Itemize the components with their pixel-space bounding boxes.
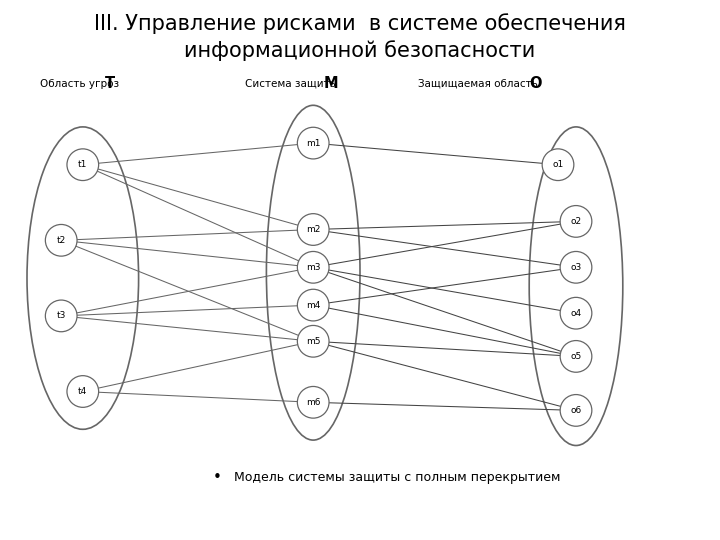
Ellipse shape <box>542 149 574 180</box>
Ellipse shape <box>560 298 592 329</box>
Text: o4: o4 <box>570 309 582 318</box>
Text: m4: m4 <box>306 301 320 309</box>
Text: t3: t3 <box>56 312 66 320</box>
Text: o5: o5 <box>570 352 582 361</box>
Ellipse shape <box>67 376 99 407</box>
Text: m3: m3 <box>306 263 320 272</box>
Text: Модель системы защиты с полным перекрытием: Модель системы защиты с полным перекрыти… <box>234 471 560 484</box>
Ellipse shape <box>45 225 77 256</box>
Text: информационной безопасности: информационной безопасности <box>184 40 536 62</box>
Text: m1: m1 <box>306 139 320 147</box>
Text: M: M <box>324 76 338 91</box>
Ellipse shape <box>560 341 592 372</box>
Ellipse shape <box>297 289 329 321</box>
Ellipse shape <box>67 149 99 180</box>
Text: T: T <box>104 76 114 91</box>
Text: III. Управление рисками  в системе обеспечения: III. Управление рисками в системе обеспе… <box>94 14 626 35</box>
Ellipse shape <box>297 127 329 159</box>
Text: m6: m6 <box>306 398 320 407</box>
Text: t2: t2 <box>57 236 66 245</box>
Text: O: O <box>529 76 541 91</box>
Ellipse shape <box>297 214 329 245</box>
Ellipse shape <box>560 252 592 283</box>
Ellipse shape <box>297 387 329 418</box>
Ellipse shape <box>45 300 77 332</box>
Ellipse shape <box>297 252 329 283</box>
Text: m2: m2 <box>306 225 320 234</box>
Text: o6: o6 <box>570 406 582 415</box>
Ellipse shape <box>297 326 329 357</box>
Text: o2: o2 <box>570 217 582 226</box>
Text: •: • <box>212 470 221 485</box>
Text: t1: t1 <box>78 160 88 169</box>
Text: Система защиты: Система защиты <box>245 79 341 89</box>
Ellipse shape <box>560 395 592 426</box>
Ellipse shape <box>560 206 592 237</box>
Text: o3: o3 <box>570 263 582 272</box>
Text: Область угроз: Область угроз <box>40 79 122 89</box>
Text: t4: t4 <box>78 387 87 396</box>
Text: m5: m5 <box>306 337 320 346</box>
Text: o1: o1 <box>552 160 564 169</box>
Text: Защищаемая область: Защищаемая область <box>418 79 541 89</box>
